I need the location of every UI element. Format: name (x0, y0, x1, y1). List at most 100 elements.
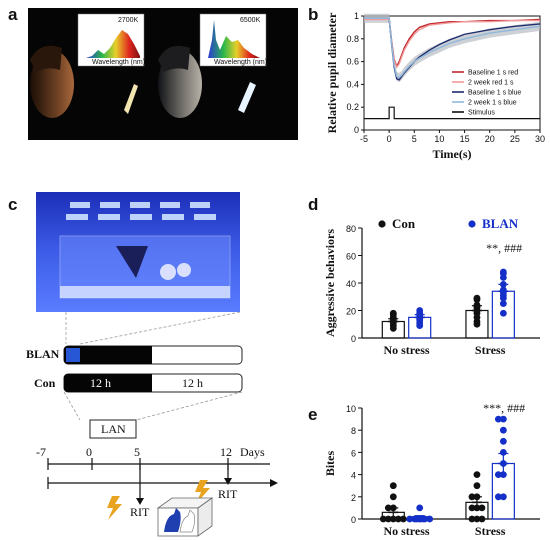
inset-right-xlabel: Wavelength (nm) (214, 59, 267, 66)
blan-row-label: BLAN (26, 347, 60, 361)
y-tick-label: 0 (351, 515, 356, 525)
data-point (499, 415, 507, 423)
lan-label: LAN (101, 422, 126, 436)
panel-d: d 0 20 40 60 80 Aggressive behaviors No stress… (308, 195, 540, 357)
x-tick-label: 20 (485, 134, 495, 144)
stimulus-trace (364, 106, 540, 120)
legend-label: Con (392, 216, 416, 231)
panel-e-label: e (308, 405, 317, 424)
category-label: No stress (383, 524, 429, 538)
data-point (473, 493, 481, 501)
data-point (389, 515, 397, 523)
legend-marker (378, 220, 386, 228)
dark-hours-label: 12 h (90, 376, 111, 390)
lightning-icon-1 (107, 496, 122, 520)
panel-b: b -5 0 5 10 15 20 25 3000.20.40.60.81Time(s)Rel… (308, 5, 545, 161)
y-tick-label: 0.8 (346, 34, 359, 44)
data-point (499, 286, 507, 294)
resident-intruder-cage-icon (156, 497, 214, 537)
y-axis-title: Relative pupil diameter (325, 12, 339, 133)
led-panels (66, 202, 216, 220)
category-label: No stress (383, 343, 429, 357)
series-line-3 (364, 17, 541, 79)
data-point (389, 493, 397, 501)
data-point (499, 309, 507, 317)
significance-annotation: **, ### (486, 241, 522, 255)
inset-left-xlabel: Wavelength (nm) (92, 59, 145, 66)
tick-minus7: -7 (36, 445, 46, 459)
con-row-label: Con (34, 376, 56, 390)
rit-label-1: RIT (130, 505, 150, 519)
x-axis-title: Time(s) (432, 147, 471, 161)
pupil-chart: -5 0 5 10 15 20 25 3000.20.40.60.81Time(s)Relat… (325, 11, 545, 161)
days-label: Days (240, 445, 265, 459)
y-tick-label: 0.4 (346, 79, 359, 89)
y-tick-label: 80 (346, 224, 356, 234)
data-point (416, 307, 424, 314)
panel-a-label: a (8, 5, 18, 24)
category-label: Stress (475, 524, 506, 538)
x-tick-label: 25 (510, 134, 520, 144)
panel-d-label: d (308, 195, 318, 214)
data-point (384, 515, 392, 523)
data-point (494, 415, 502, 423)
data-point (426, 515, 434, 523)
y-tick-label: 4 (351, 471, 356, 481)
data-point (473, 504, 481, 512)
y-axis-title: Bites (323, 451, 337, 477)
data-point (473, 294, 481, 302)
data-point (499, 471, 507, 478)
blan-blue-light-mark (66, 348, 80, 362)
x-tick-label: 5 (412, 134, 417, 144)
con-dark-phase (64, 374, 152, 392)
zoom-line-lan-right (135, 391, 243, 421)
data-point (416, 515, 424, 523)
data-point (499, 493, 507, 501)
data-point (379, 515, 387, 523)
data-point (406, 515, 414, 523)
left-face-photo (30, 45, 138, 118)
right-face-photo (158, 45, 256, 118)
data-point (416, 504, 424, 512)
timeline: -7 0 5 12 Days (36, 445, 278, 505)
zoom-line-right (79, 311, 241, 345)
legend-label: Baseline 1 s blue (468, 90, 521, 97)
aggression-chart: 0 20 40 60 80 Aggressive behaviors No stress St… (323, 216, 540, 357)
panel-c: c BLAN Con 12 h (8, 192, 278, 537)
legend-label: 2 week 1 s blue (468, 100, 517, 107)
data-point (394, 515, 402, 523)
data-point (499, 300, 507, 308)
y-tick-label: 0 (351, 334, 356, 344)
data-point (473, 471, 481, 478)
y-tick-label: 1 (354, 11, 359, 21)
x-tick-label: 15 (460, 134, 470, 144)
data-point (384, 504, 392, 512)
panel-b-label: b (308, 5, 318, 24)
inset-left-temp: 2700K (118, 17, 139, 24)
y-tick-label: 20 (346, 307, 356, 317)
legend-label: BLAN (482, 216, 519, 231)
tick-5: 5 (134, 445, 140, 459)
inset-right-temp: 6500K (240, 17, 261, 24)
legend-label: Stimulus (468, 110, 495, 117)
y-axis-title: Aggressive behaviors (323, 229, 337, 337)
data-point (389, 504, 397, 512)
led-cage-photo (36, 192, 240, 312)
y-tick-label: 10 (346, 404, 356, 414)
y-tick-label: 0.2 (346, 102, 359, 112)
x-tick-label: 0 (387, 134, 392, 144)
data-point (499, 280, 507, 288)
tick-0: 0 (86, 445, 92, 459)
data-point (468, 493, 476, 501)
light-hours-label: 12 h (182, 376, 203, 390)
data-point (473, 515, 481, 523)
data-point (494, 493, 502, 501)
data-point (399, 515, 407, 523)
y-tick-label: 60 (346, 252, 356, 262)
x-tick-label: -5 (360, 134, 368, 144)
data-point (389, 309, 397, 317)
data-point (473, 482, 481, 490)
y-tick-label: 6 (351, 448, 356, 458)
tick-12: 12 (220, 445, 232, 459)
data-point (389, 482, 397, 490)
